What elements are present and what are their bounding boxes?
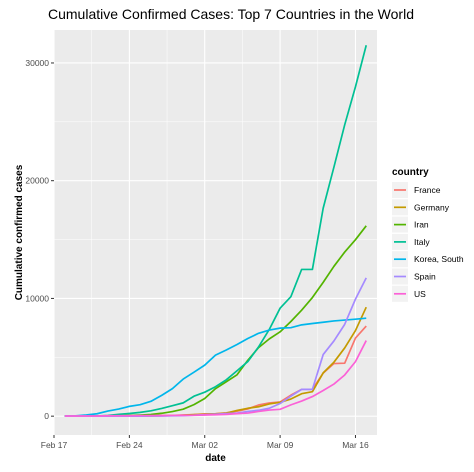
chart-title: Cumulative Confirmed Cases: Top 7 Countr…	[48, 6, 414, 22]
grid-major	[53, 30, 377, 435]
y-tick-label: 10000	[25, 293, 49, 303]
legend: country France Germany Iran Italy Korea, Sou…	[392, 167, 464, 302]
legend-item-france: France	[392, 182, 441, 198]
legend-item-iran: Iran	[392, 216, 429, 233]
legend-item-italy: Italy	[392, 233, 430, 250]
y-axis-title: Cumulative confirmed cases	[14, 164, 25, 300]
legend-item-korea-south: Korea, South	[392, 251, 464, 268]
legend-label: Korea, South	[414, 254, 464, 264]
x-tick-label: Mar 16	[342, 440, 369, 450]
legend-item-spain: Spain	[392, 268, 436, 285]
legend-label: France	[414, 185, 441, 195]
series-lines	[64, 45, 368, 418]
legend-items: France Germany Iran Italy Korea, South Spain U…	[392, 182, 464, 302]
y-tick-label: 30000	[25, 58, 49, 68]
series-line-us	[64, 340, 367, 417]
x-tick-label: Feb 17	[41, 440, 68, 450]
y-axis: 0 10000 20000 30000	[25, 58, 54, 421]
legend-label: Iran	[414, 220, 429, 230]
grid-minor	[54, 30, 377, 435]
legend-label: Italy	[414, 237, 430, 247]
legend-label: Spain	[414, 272, 436, 282]
x-axis-title: date	[205, 453, 226, 464]
y-tick-label: 20000	[25, 176, 49, 186]
legend-item-us: US	[392, 285, 426, 302]
x-tick-label: Feb 24	[116, 440, 143, 450]
plot-panel	[54, 30, 377, 435]
x-tick-label: Mar 09	[267, 440, 294, 450]
series-line-korea-south	[64, 317, 367, 417]
x-axis: Feb 17 Feb 24 Mar 02 Mar 09 Mar 16	[41, 435, 369, 450]
legend-title: country	[392, 167, 429, 178]
legend-label: US	[414, 289, 426, 299]
y-tick-label: 0	[44, 411, 49, 421]
legend-item-germany: Germany	[392, 199, 450, 216]
series-line-italy	[64, 45, 368, 417]
x-tick-label: Mar 02	[191, 440, 218, 450]
legend-label: Germany	[414, 202, 450, 212]
